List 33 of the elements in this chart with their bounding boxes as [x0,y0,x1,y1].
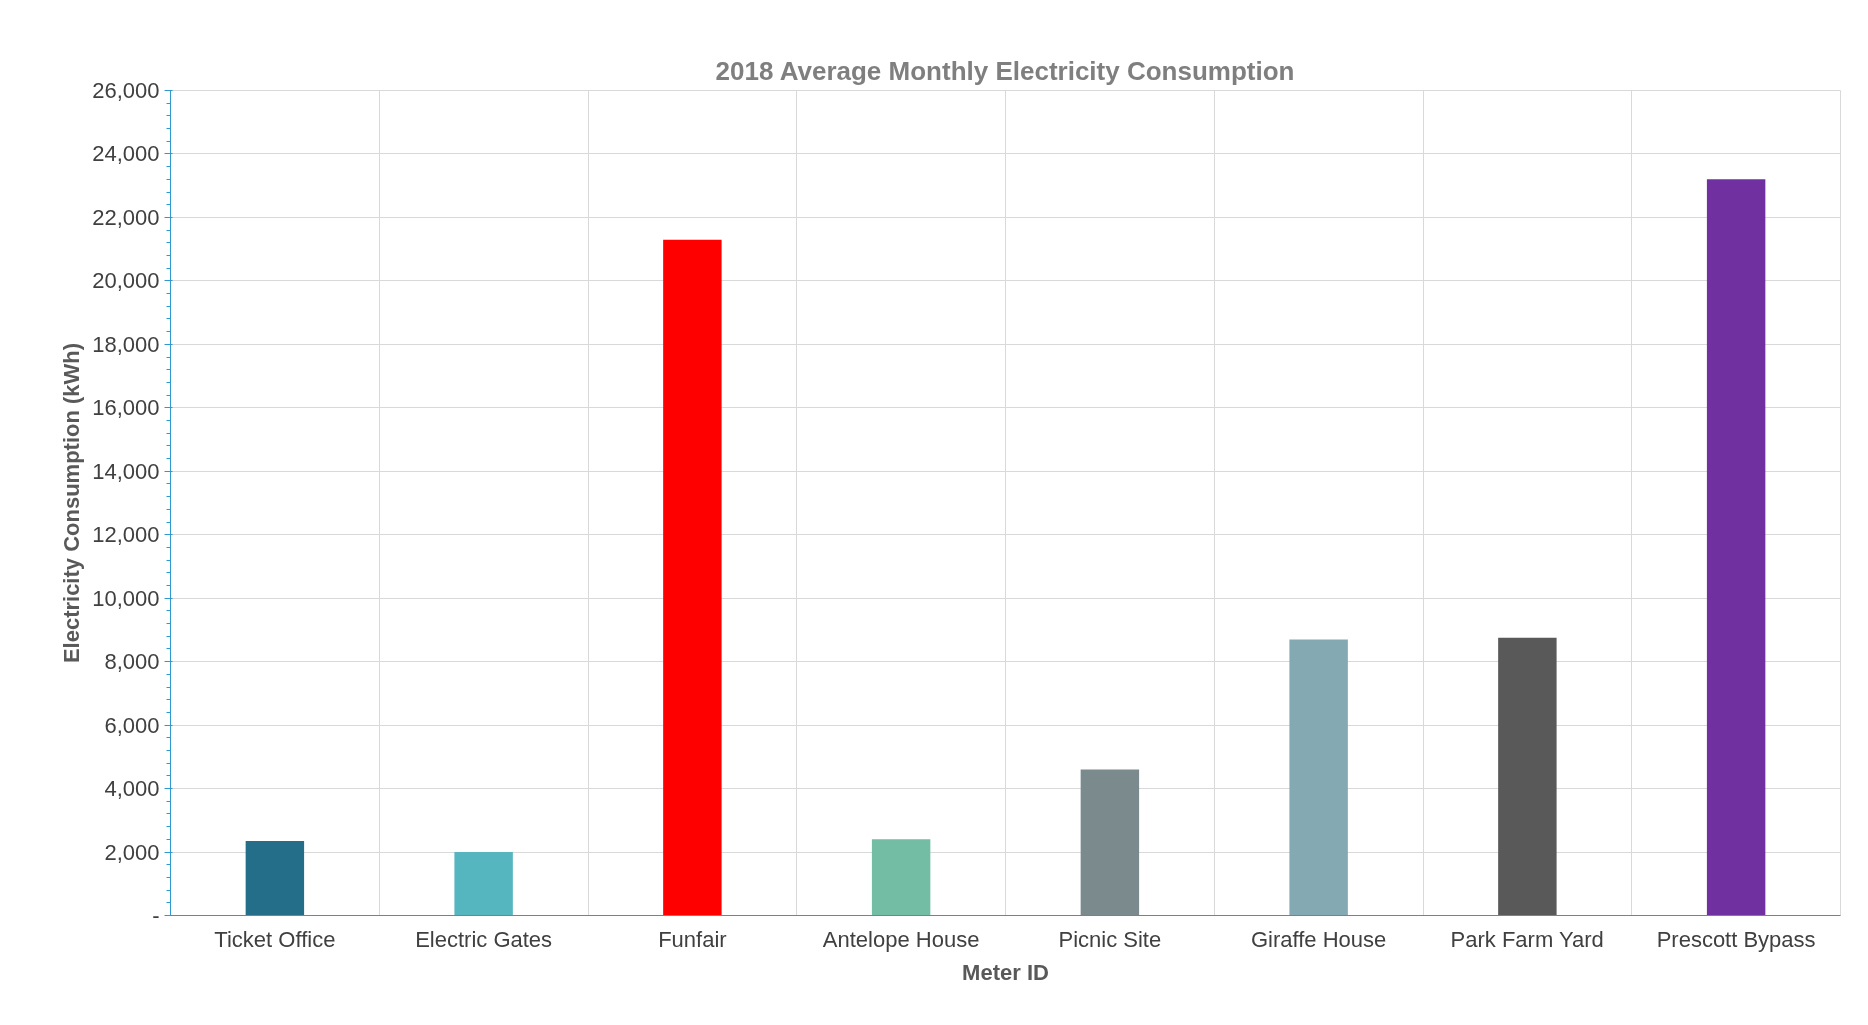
y-tick-label: 18,000 [92,331,160,357]
bar [1289,639,1348,916]
y-tick-label: 26,000 [92,78,160,103]
y-tick-label: 14,000 [92,458,160,484]
x-tick-label: Ticket Office [214,926,336,952]
x-tick-label: Park Farm Yard [1450,926,1604,952]
y-tick-label: 22,000 [92,204,160,230]
y-tick-label: 16,000 [92,395,160,421]
bar [1498,637,1557,916]
bar [663,239,722,916]
y-tick-label: 4,000 [104,776,160,802]
y-tick-label: 24,000 [92,141,160,167]
x-tick-label: Funfair [658,926,727,952]
x-tick-label: Giraffe House [1250,926,1387,952]
y-tick-label: 2,000 [104,839,160,865]
y-tick-label: 20,000 [92,268,160,294]
x-axis-title: Meter ID [962,959,1049,985]
y-tick-label: 10,000 [92,585,160,611]
y-axis-title: Electricity Consumption (kWh) [59,342,85,664]
bar [1080,769,1140,916]
x-tick-label: Prescott Bypass [1656,926,1816,952]
x-tick-label: Electric Gates [415,926,553,952]
y-tick-label: - [152,903,160,928]
bar [1706,179,1766,916]
bar [871,839,931,916]
x-tick-label: Picnic Site [1058,926,1162,952]
chart-title: 2018 Average Monthly Electricity Consumption [715,55,1295,86]
x-tick-label: Antelope House [822,926,980,952]
bar [245,840,305,916]
bar [454,852,513,916]
y-tick-label: 12,000 [92,522,160,548]
y-tick-label: 8,000 [104,649,160,675]
y-tick-label: 6,000 [104,712,160,738]
